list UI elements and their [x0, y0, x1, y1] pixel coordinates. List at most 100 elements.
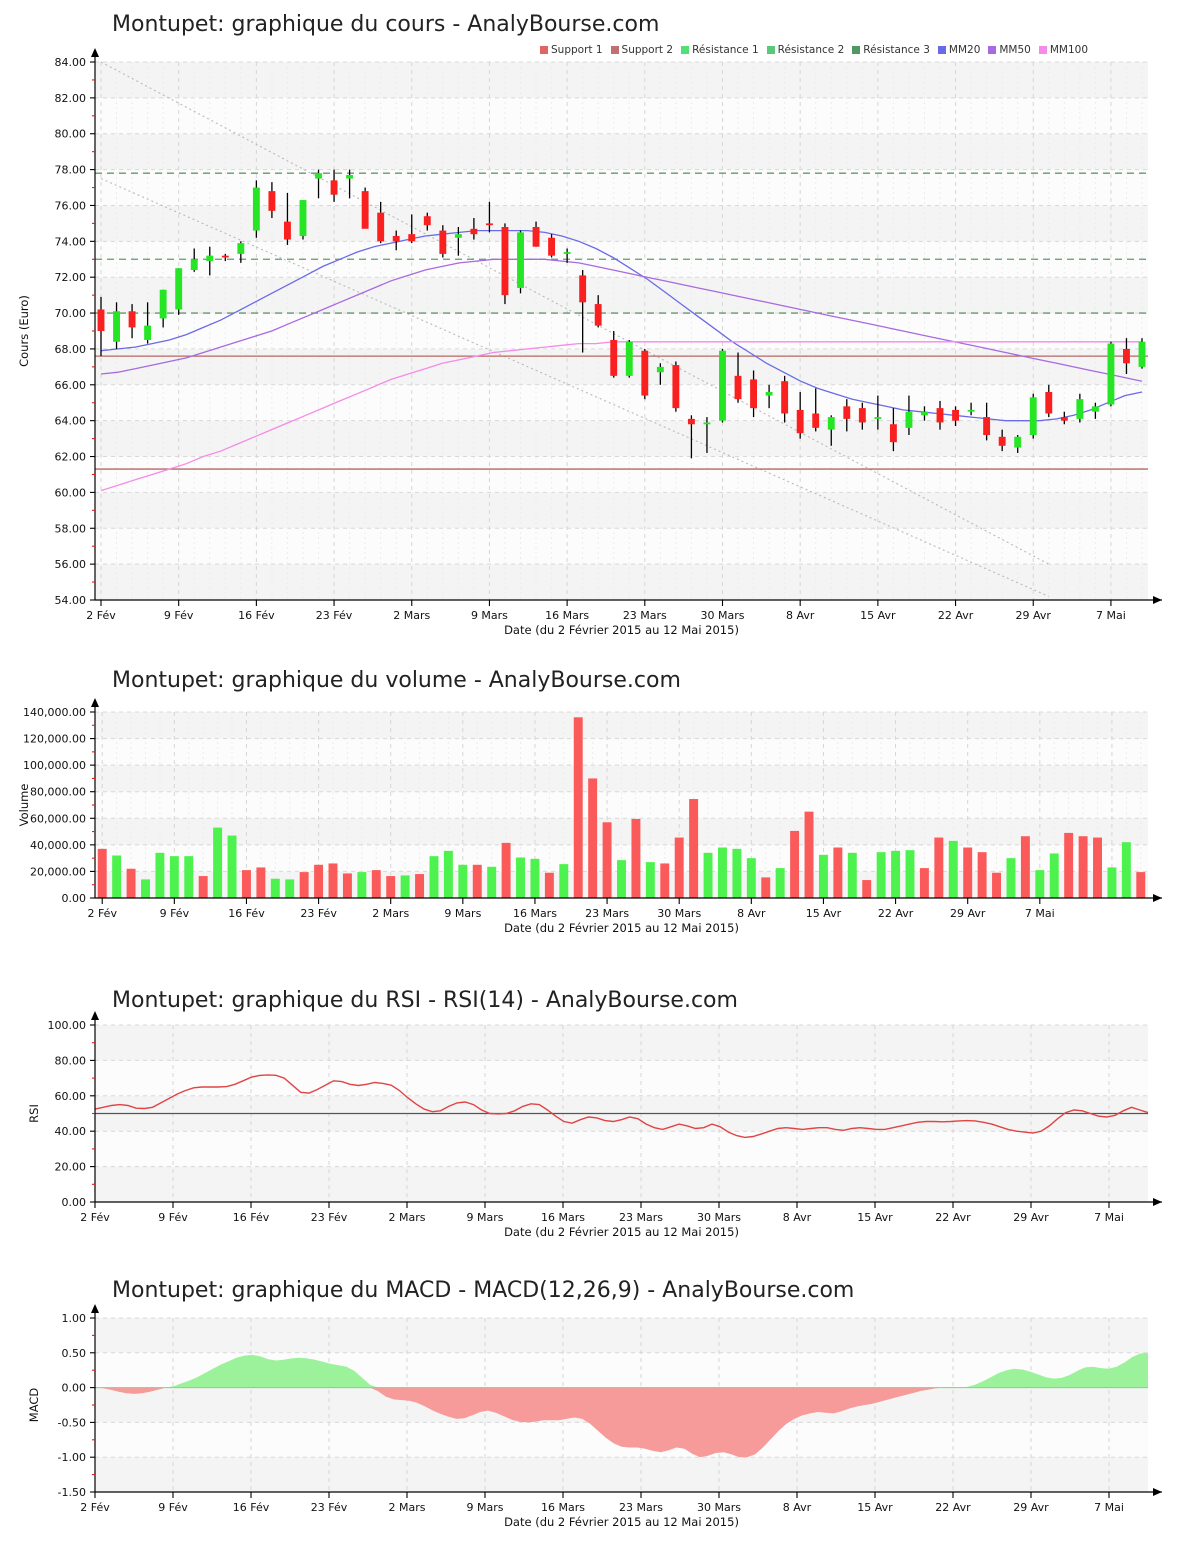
volume-bar [544, 872, 554, 898]
volume-bar [804, 811, 814, 898]
candle-body [579, 275, 587, 303]
candle-body [812, 413, 820, 428]
volume-x-axis-label: Date (du 2 Février 2015 au 12 Mai 2015) [504, 921, 739, 935]
volume-bar [862, 880, 872, 898]
svg-text:22 Avr: 22 Avr [935, 1501, 971, 1514]
macd-y-axis-label: MACD [27, 1388, 41, 1423]
volume-bar [530, 858, 540, 898]
svg-text:30 Mars: 30 Mars [701, 609, 745, 622]
svg-text:60.00: 60.00 [55, 1090, 87, 1103]
legend-label: Résistance 2 [777, 44, 845, 56]
svg-text:2 Fév: 2 Fév [86, 609, 116, 622]
legend-item-support-1[interactable]: Support 1 [540, 44, 603, 56]
svg-text:100,000.00: 100,000.00 [23, 759, 86, 772]
candle-body [377, 212, 385, 242]
volume-bar [573, 717, 583, 898]
candle-body [687, 418, 695, 425]
svg-text:9 Mars: 9 Mars [467, 1501, 504, 1514]
svg-text:-1.00: -1.00 [58, 1451, 86, 1464]
svg-text:80.00: 80.00 [55, 1054, 87, 1067]
volume-bar [314, 864, 324, 898]
legend-swatch-icon [852, 46, 861, 54]
volume-bar [645, 862, 655, 898]
volume-bar [660, 863, 670, 898]
candle-body [252, 187, 260, 231]
legend-item-r-sistance-1[interactable]: Résistance 1 [681, 44, 759, 56]
volume-bar [1093, 837, 1102, 898]
svg-text:60.00: 60.00 [55, 486, 87, 499]
candle-body [1138, 341, 1146, 367]
legend-swatch-icon [681, 46, 690, 54]
candle-body [594, 304, 602, 326]
svg-text:9 Fév: 9 Fév [158, 1211, 188, 1224]
svg-text:0.00: 0.00 [62, 1196, 87, 1209]
volume-bar [833, 847, 843, 898]
volume-bar [516, 857, 525, 898]
svg-text:80,000.00: 80,000.00 [30, 786, 86, 799]
volume-bar [1035, 870, 1045, 898]
svg-text:82.00: 82.00 [55, 92, 87, 105]
volume-bar [617, 860, 626, 898]
price-chart-svg: 54.00 56.00 58.00 60.00 62.00 64.00 66.00 68.00… [17, 48, 1162, 637]
candle-body [952, 409, 959, 421]
macd-chart-svg: -1.50 -1.00 -0.50 0.00 0.50 1.00 2 Fév 9 Fév 16 … [27, 1304, 1162, 1529]
candle-body [330, 180, 338, 195]
candle-body [796, 409, 804, 434]
volume-bar [270, 878, 280, 898]
volume-bar [169, 856, 179, 898]
volume-bar [934, 837, 944, 898]
svg-text:70.00: 70.00 [55, 307, 87, 320]
svg-text:20.00: 20.00 [55, 1161, 87, 1174]
volume-bar [415, 874, 425, 898]
svg-text:8 Avr: 8 Avr [783, 1211, 812, 1224]
rsi-y-axis-label: RSI [27, 1104, 41, 1123]
svg-text:16 Fév: 16 Fév [228, 907, 265, 920]
candle-body [843, 406, 851, 419]
candle-body [703, 422, 711, 425]
volume-bar [443, 850, 453, 898]
legend-label: MM20 [948, 44, 981, 56]
svg-text:16 Fév: 16 Fév [233, 1211, 270, 1224]
legend-item-r-sistance-2[interactable]: Résistance 2 [766, 44, 845, 56]
legend-swatch-icon [540, 46, 548, 54]
svg-text:-1.50: -1.50 [58, 1486, 86, 1499]
volume-bar [790, 830, 800, 898]
candle-body [734, 375, 742, 400]
volume-bar [328, 863, 338, 898]
candle-body [750, 379, 758, 409]
svg-text:9 Mars: 9 Mars [444, 907, 481, 920]
volume-chart-svg: 0.00 20,000.00 40,000.00 60,000.00 80,000.00… [17, 698, 1162, 935]
svg-text:23 Mars: 23 Mars [619, 1501, 663, 1514]
candle-body [983, 417, 991, 436]
price-x-axis-label: Date (du 2 Février 2015 au 12 Mai 2015) [504, 623, 739, 637]
volume-bar [1020, 836, 1030, 898]
candle-body [563, 252, 571, 254]
svg-text:20,000.00: 20,000.00 [30, 865, 86, 878]
volume-bar [963, 847, 973, 898]
svg-text:64.00: 64.00 [55, 415, 87, 428]
candle-body [967, 409, 975, 412]
legend-label: MM100 [1049, 44, 1089, 56]
svg-text:2 Fév: 2 Fév [80, 1211, 110, 1224]
volume-bar [891, 850, 901, 898]
candle-body [97, 309, 105, 331]
candle-body [439, 230, 447, 254]
volume-bar [588, 778, 598, 898]
svg-text:23 Mars: 23 Mars [619, 1211, 663, 1224]
svg-text:16 Mars: 16 Mars [513, 907, 557, 920]
candle-body [268, 191, 276, 211]
legend-item-mm100[interactable]: MM100 [1038, 44, 1089, 56]
legend-item-mm50[interactable]: MM50 [988, 44, 1031, 56]
volume-chart-title: Montupet: graphique du volume - AnalyBou… [112, 668, 681, 693]
rsi-chart-title: Montupet: graphique du RSI - RSI(14) - A… [112, 988, 738, 1013]
legend-item-r-sistance-3[interactable]: Résistance 3 [852, 44, 930, 56]
volume-bar [919, 868, 929, 898]
volume-bar [1064, 832, 1074, 898]
legend-item-mm20[interactable]: MM20 [937, 44, 981, 56]
svg-text:23 Fév: 23 Fév [316, 609, 353, 622]
candle-body [921, 411, 928, 416]
legend-label: Résistance 3 [863, 44, 930, 56]
legend-item-support-2[interactable]: Support 2 [610, 44, 673, 56]
svg-text:29 Avr: 29 Avr [950, 907, 986, 920]
svg-text:2 Mars: 2 Mars [393, 609, 430, 622]
